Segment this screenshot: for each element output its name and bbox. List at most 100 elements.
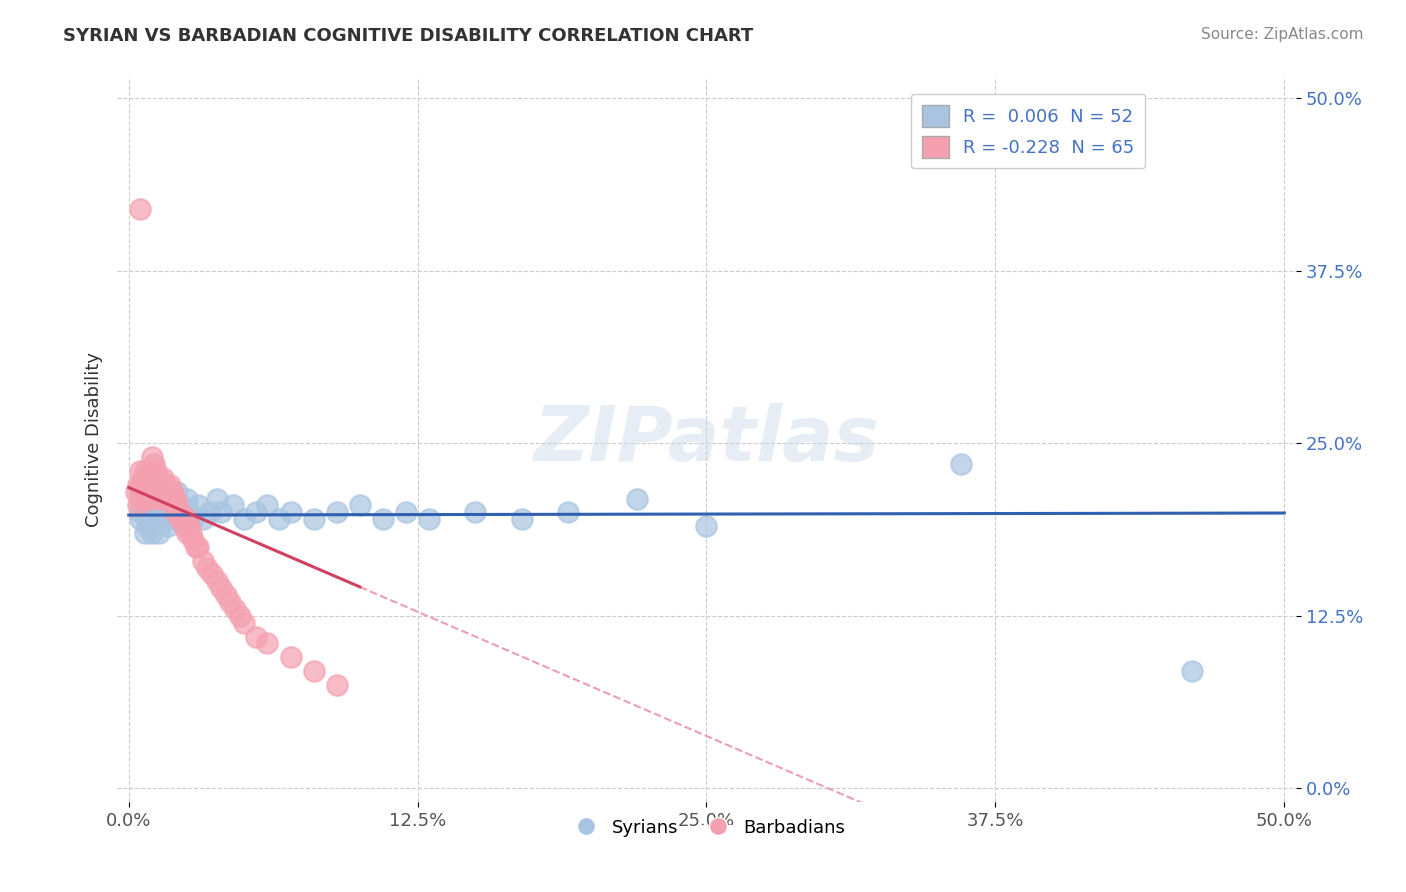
Point xyxy=(187,540,209,554)
Point xyxy=(184,540,207,554)
Point xyxy=(395,505,418,519)
Point xyxy=(141,484,163,499)
Point xyxy=(464,505,486,519)
Point xyxy=(177,519,200,533)
Point xyxy=(134,477,156,491)
Point xyxy=(136,471,159,485)
Point xyxy=(180,526,202,541)
Point xyxy=(155,491,177,506)
Point xyxy=(215,588,238,602)
Point xyxy=(148,505,170,519)
Point xyxy=(325,678,347,692)
Point xyxy=(136,519,159,533)
Point xyxy=(510,512,533,526)
Point xyxy=(176,491,198,506)
Point xyxy=(150,477,173,491)
Point xyxy=(127,499,149,513)
Point xyxy=(418,512,440,526)
Point xyxy=(233,615,256,630)
Point xyxy=(150,491,173,506)
Point xyxy=(141,505,163,519)
Point xyxy=(152,484,174,499)
Point xyxy=(163,505,186,519)
Point xyxy=(143,491,166,506)
Point xyxy=(129,477,152,491)
Point xyxy=(205,491,228,506)
Point xyxy=(159,491,181,506)
Point xyxy=(141,450,163,464)
Point xyxy=(131,471,153,485)
Point xyxy=(134,464,156,478)
Point xyxy=(163,491,186,506)
Point xyxy=(198,505,221,519)
Point xyxy=(159,491,181,506)
Point xyxy=(124,484,146,499)
Point xyxy=(219,595,242,609)
Point xyxy=(143,471,166,485)
Point xyxy=(138,477,160,491)
Point xyxy=(134,491,156,506)
Point xyxy=(949,457,972,471)
Point xyxy=(170,512,193,526)
Point xyxy=(136,484,159,499)
Point xyxy=(695,519,717,533)
Legend: Syrians, Barbadians: Syrians, Barbadians xyxy=(561,812,852,844)
Point xyxy=(136,491,159,506)
Point xyxy=(166,484,188,499)
Point xyxy=(138,512,160,526)
Point xyxy=(129,512,152,526)
Point xyxy=(163,505,186,519)
Point xyxy=(145,477,167,491)
Point xyxy=(201,567,224,582)
Point xyxy=(145,477,167,491)
Text: SYRIAN VS BARBADIAN COGNITIVE DISABILITY CORRELATION CHART: SYRIAN VS BARBADIAN COGNITIVE DISABILITY… xyxy=(63,27,754,45)
Y-axis label: Cognitive Disability: Cognitive Disability xyxy=(86,352,103,527)
Point xyxy=(183,533,205,547)
Point xyxy=(205,574,228,589)
Point xyxy=(195,560,218,574)
Point xyxy=(145,464,167,478)
Point xyxy=(129,464,152,478)
Point xyxy=(626,491,648,506)
Point xyxy=(141,491,163,506)
Point xyxy=(134,526,156,541)
Point xyxy=(280,650,302,665)
Point xyxy=(169,512,191,526)
Point xyxy=(256,499,278,513)
Point xyxy=(222,499,245,513)
Point xyxy=(191,512,214,526)
Point xyxy=(129,202,152,216)
Point xyxy=(177,505,200,519)
Point xyxy=(191,554,214,568)
Text: ZIPatlas: ZIPatlas xyxy=(533,403,880,477)
Point xyxy=(131,484,153,499)
Point xyxy=(129,505,152,519)
Point xyxy=(166,499,188,513)
Point xyxy=(245,505,267,519)
Point xyxy=(228,608,250,623)
Point xyxy=(141,464,163,478)
Point xyxy=(302,512,325,526)
Point xyxy=(157,484,180,499)
Point xyxy=(183,512,205,526)
Point xyxy=(209,581,232,595)
Point xyxy=(141,477,163,491)
Point xyxy=(169,499,191,513)
Point xyxy=(155,499,177,513)
Point xyxy=(233,512,256,526)
Point xyxy=(209,505,232,519)
Point xyxy=(302,664,325,678)
Point xyxy=(371,512,394,526)
Text: Source: ZipAtlas.com: Source: ZipAtlas.com xyxy=(1201,27,1364,42)
Point xyxy=(325,505,347,519)
Point xyxy=(143,457,166,471)
Point xyxy=(148,471,170,485)
Point xyxy=(1181,664,1204,678)
Point xyxy=(176,512,198,526)
Point xyxy=(224,602,246,616)
Point xyxy=(245,630,267,644)
Point xyxy=(138,464,160,478)
Point xyxy=(138,499,160,513)
Point xyxy=(349,499,371,513)
Point xyxy=(256,636,278,650)
